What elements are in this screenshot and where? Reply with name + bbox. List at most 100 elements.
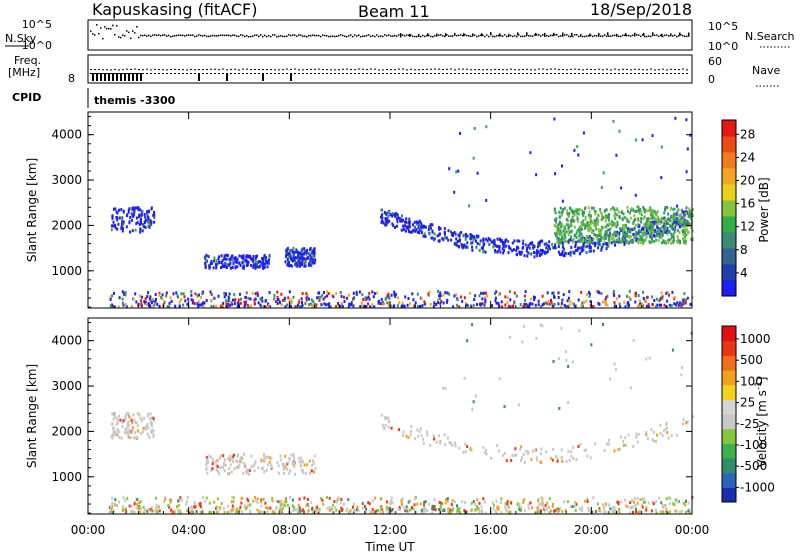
echo-cell xyxy=(613,214,616,218)
noise-sample xyxy=(384,34,386,36)
echo-cell xyxy=(390,426,393,430)
noise-sample xyxy=(626,34,628,37)
echo-cell xyxy=(143,511,146,515)
echo-cell xyxy=(493,240,496,244)
echo-cell xyxy=(293,455,295,459)
echo-cell xyxy=(610,241,613,245)
noise-sample xyxy=(328,35,330,38)
nave-sample xyxy=(170,69,172,71)
echo-cell xyxy=(252,263,255,267)
echo-cell xyxy=(621,239,624,243)
echo-cell xyxy=(625,443,627,447)
echo-cell xyxy=(134,431,137,435)
echo-cell xyxy=(673,218,676,221)
echo-cell xyxy=(136,412,139,415)
echo-cell xyxy=(312,254,315,258)
echo-cell xyxy=(387,416,390,420)
echo-cell xyxy=(163,500,166,504)
echo-cell xyxy=(577,445,580,448)
echo-cell xyxy=(523,324,526,328)
echo-cell xyxy=(233,467,236,471)
noise-sample xyxy=(424,35,426,38)
noise-search-sample xyxy=(427,33,429,37)
echo-cell xyxy=(200,295,202,299)
freq-spike xyxy=(128,73,130,81)
echo-cell xyxy=(444,387,447,390)
echo-cell xyxy=(356,505,359,509)
freq-sample xyxy=(594,73,596,74)
noise-sample xyxy=(324,34,326,37)
echo-cell xyxy=(433,504,436,508)
echo-cell xyxy=(592,241,595,245)
echo-cell xyxy=(648,228,651,232)
echo-cell xyxy=(438,501,441,505)
echo-cell xyxy=(607,216,610,220)
noise-sample xyxy=(358,34,360,36)
echo-cell xyxy=(446,436,449,440)
echo-cell xyxy=(535,173,538,177)
echo-cell xyxy=(133,418,136,422)
echo-cell xyxy=(309,246,312,250)
echo-cell xyxy=(554,172,557,176)
echo-cell xyxy=(231,495,234,499)
echo-cell xyxy=(483,296,486,300)
noise-sample xyxy=(416,35,418,38)
echo-cell xyxy=(580,249,583,253)
echo-cell xyxy=(665,421,668,425)
echo-cell xyxy=(559,229,562,233)
echo-cell xyxy=(614,216,617,220)
echo-cell xyxy=(125,507,128,511)
echo-cell xyxy=(370,510,373,514)
echo-cell xyxy=(146,509,149,513)
echo-cell xyxy=(626,205,629,209)
echo-cell xyxy=(511,454,514,458)
nave-sample xyxy=(374,68,376,70)
echo-cell xyxy=(297,456,300,460)
noise-sample xyxy=(648,35,650,37)
echo-cell xyxy=(327,292,330,296)
echo-cell xyxy=(575,458,578,462)
echo-cell xyxy=(308,252,311,256)
echo-cell xyxy=(685,228,688,232)
echo-cell xyxy=(657,238,660,242)
echo-cell xyxy=(133,212,136,216)
echo-cell xyxy=(651,303,654,307)
echo-cell xyxy=(531,506,534,510)
echo-cell xyxy=(632,209,635,213)
echo-cell xyxy=(409,302,412,306)
freq-sample xyxy=(314,73,316,74)
y-tick-label: 4000 xyxy=(51,128,82,142)
echo-cell xyxy=(320,303,323,307)
echo-cell xyxy=(303,257,306,261)
echo-cell xyxy=(557,223,560,227)
nave-sample xyxy=(114,68,116,70)
freq-sample xyxy=(346,73,348,74)
noise-sample xyxy=(548,35,550,37)
echo-cell xyxy=(131,421,134,425)
echo-cell xyxy=(585,251,588,255)
echo-cell xyxy=(232,496,235,500)
freq-unit-label: [MHz] xyxy=(8,66,40,79)
echo-cell xyxy=(689,237,692,241)
echo-cell xyxy=(607,223,610,227)
echo-cell xyxy=(217,294,220,298)
echo-cell xyxy=(599,229,602,232)
noise-sample xyxy=(114,33,116,36)
echo-cell xyxy=(298,506,301,510)
echo-cell xyxy=(672,236,675,240)
echo-cell xyxy=(541,501,544,505)
echo-cell xyxy=(582,244,585,248)
echo-cell xyxy=(656,303,659,307)
colorbar-segment xyxy=(722,458,736,474)
noise-sample xyxy=(98,33,100,35)
echo-cell xyxy=(580,223,583,227)
freq-sample xyxy=(582,73,584,74)
echo-cell xyxy=(124,303,127,307)
echo-cell xyxy=(545,246,548,250)
noise-tick-right-top: 10^5 xyxy=(708,20,738,33)
nave-sample xyxy=(378,69,380,71)
echo-cell xyxy=(565,460,568,463)
echo-cell xyxy=(456,504,458,508)
echo-cell xyxy=(553,117,556,121)
echo-cell xyxy=(550,456,553,460)
